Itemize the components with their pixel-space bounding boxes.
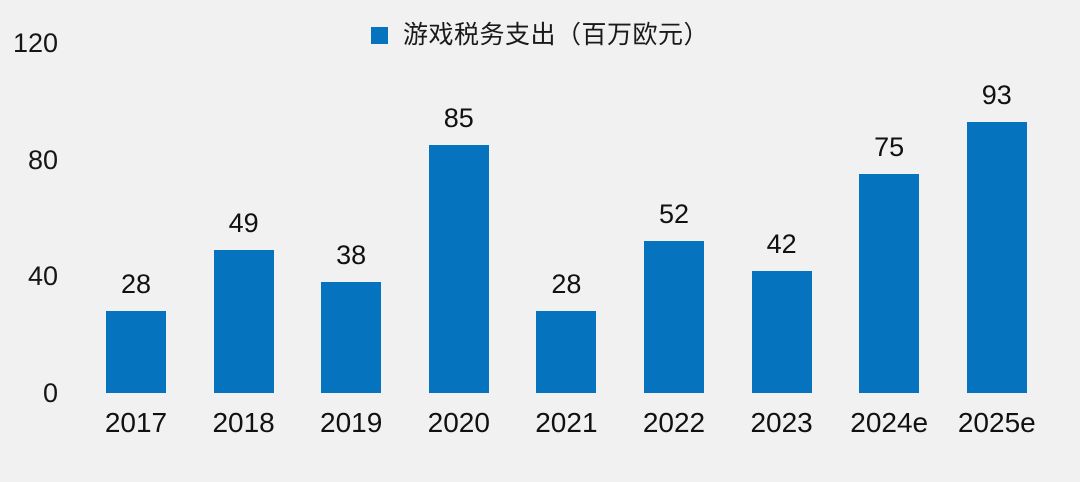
x-axis-tick-label: 2019 [320,407,383,438]
bar-value-label: 38 [336,240,367,271]
legend-square-icon [370,26,388,44]
bar-2017 [106,311,166,393]
y-axis-tick-label: 80 [27,144,58,175]
bar-value-label: 28 [120,269,152,300]
x-axis-tick-label: 2018 [212,407,275,438]
x-axis-tick-label: 2025e [957,407,1036,438]
y-axis-tick-label: 40 [27,261,58,292]
bar-2019 [321,282,382,393]
x-axis-tick-label: 2024e [850,407,929,438]
bar-2022 [644,241,704,393]
x-axis-tick-label: 2022 [642,407,706,438]
bar-value-label: 85 [443,103,474,134]
legend-label: 游戏税务支出（百万欧元） [402,21,709,49]
legend: 游戏税务支出（百万欧元） [0,21,1080,49]
x-axis-tick-label: 2020 [427,407,490,438]
bar-value-label: 49 [228,208,259,239]
x-axis-tick-label: 2017 [104,407,168,438]
bar-2018 [213,250,274,393]
x-axis-tick-label: 2021 [535,407,598,438]
bar-value-label: 28 [551,269,582,300]
bar-2020 [428,145,489,393]
y-axis-tick-label: 120 [12,28,58,58]
bar-value-label: 93 [981,79,1012,110]
bar-2024e [859,174,920,393]
bar-value-label: 42 [766,228,797,259]
bar-value-label: 75 [874,132,905,163]
y-axis-tick-label: 0 [42,378,58,408]
x-axis-tick-label: 2023 [750,407,813,438]
bar-2021 [536,311,597,393]
bar-value-label: 52 [658,199,690,230]
bar-2025e [966,121,1027,393]
bar-2023 [751,270,812,393]
